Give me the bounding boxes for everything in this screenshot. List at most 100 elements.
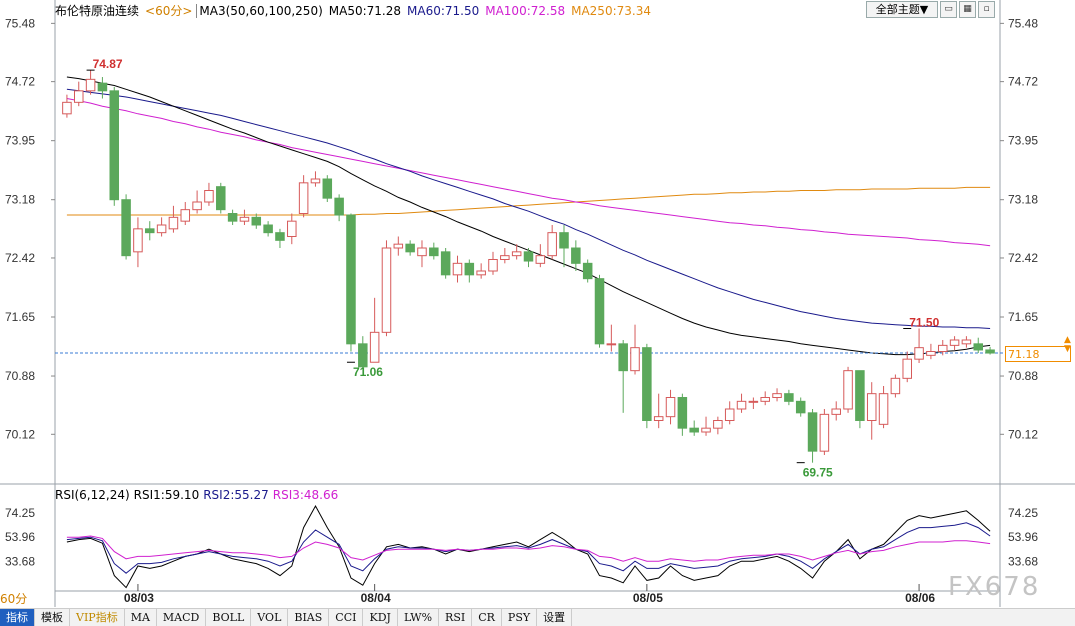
price-arrow-icon[interactable]: ▲ ▼ <box>1064 335 1071 354</box>
candle-body <box>133 228 143 253</box>
candle-body <box>358 343 368 368</box>
candle-body <box>677 397 688 429</box>
restore-button[interactable]: ▦ <box>959 1 976 18</box>
rsi-panel <box>66 504 991 589</box>
tab-lw[interactable]: LW% <box>398 609 440 626</box>
candle-body <box>724 408 735 421</box>
moving-averages <box>55 76 1070 356</box>
tab-vol[interactable]: VOL <box>251 609 289 626</box>
candle-body <box>263 224 273 234</box>
candle-body <box>334 197 344 216</box>
candle-body <box>511 251 522 257</box>
candle-body <box>772 393 782 398</box>
period-label[interactable]: <60分> <box>145 4 193 18</box>
candle-body <box>216 186 226 211</box>
x-tick-label: 08/05 <box>633 591 663 605</box>
rsi1-value: RSI1:59.10 <box>133 488 200 502</box>
tab-boll[interactable]: BOLL <box>206 609 252 626</box>
candle-body <box>204 190 214 203</box>
y-tick-right: 74.72 <box>1008 75 1038 89</box>
candle-body <box>819 413 830 452</box>
candle-body <box>582 262 593 280</box>
candle-body <box>559 232 569 249</box>
candle-body <box>381 247 392 333</box>
y-tick-left: 74.72 <box>5 75 35 89</box>
candle-body <box>369 331 380 363</box>
ma250-line <box>66 186 991 216</box>
rsi3-value: RSI3:48.66 <box>272 488 339 502</box>
candle-body <box>949 339 960 346</box>
minimize-button[interactable]: ▭ <box>940 1 957 18</box>
rsi-tick-left: 53.96 <box>5 530 35 544</box>
y-tick-left: 75.48 <box>5 16 35 30</box>
x-tick-label: 08/04 <box>361 591 391 605</box>
price-legend: 布伦特原油连续 <60分> MA3(50,60,100,250) MA50:71.28… <box>55 2 657 19</box>
candle-body <box>251 216 262 226</box>
chart-area: 75.48 75.48 74.72 74.72 73.95 73.95 73.18 73.18… <box>0 0 1075 607</box>
ma250-value: MA250:73.34 <box>571 4 651 18</box>
tab-macd[interactable]: MACD <box>157 609 207 626</box>
candle-body <box>878 393 889 425</box>
candle-body <box>807 412 818 452</box>
candle-body <box>227 213 238 222</box>
rsi-tick-right: 33.68 <box>1008 555 1038 569</box>
ma-params: MA3(50,60,100,250) <box>196 4 323 18</box>
tab-settings[interactable]: 设置 <box>537 609 573 626</box>
tab-template[interactable]: 模板 <box>35 609 70 626</box>
extreme-label: 71.06 <box>353 365 383 379</box>
tab-cci[interactable]: CCI <box>329 609 364 626</box>
tab-ma[interactable]: MA <box>125 609 157 626</box>
candle-body <box>914 347 924 360</box>
candle-body <box>429 247 439 257</box>
tab-bias[interactable]: BIAS <box>288 609 330 626</box>
candle-body <box>417 247 427 257</box>
candle-body <box>571 247 581 264</box>
candle-body <box>784 393 794 402</box>
candle-body <box>535 255 546 264</box>
candle-body <box>310 178 321 184</box>
candle-body <box>795 400 806 414</box>
candle-body <box>630 347 640 372</box>
candle-body <box>594 278 605 345</box>
tab-rsi[interactable]: RSI <box>439 609 473 626</box>
tab-kdj[interactable]: KDJ <box>363 609 398 626</box>
candle-body <box>665 397 676 418</box>
rsi-tick-left: 74.25 <box>5 506 35 520</box>
candle-body <box>547 232 557 257</box>
close-button[interactable]: ▫ <box>978 1 995 18</box>
tab-psy[interactable]: PSY <box>502 609 538 626</box>
ma60-line <box>66 88 991 329</box>
candle-body <box>606 343 617 346</box>
y-tick-right: 73.95 <box>1008 134 1038 148</box>
extreme-label: 74.87 <box>93 57 123 71</box>
candle-body <box>192 201 202 211</box>
rsi-legend: RSI(6,12,24) RSI1:59.10 RSI2:55.27 RSI3:48.… <box>55 488 342 502</box>
candle-body <box>145 228 155 234</box>
current-price-tag: 71.18 <box>1005 346 1071 362</box>
y-tick-left: 70.88 <box>5 369 35 383</box>
candle-body <box>168 216 179 230</box>
candle-body <box>405 243 415 253</box>
rsi-params: RSI(6,12,24) <box>55 488 130 502</box>
period-badge[interactable]: 60分 <box>0 590 28 607</box>
candle-body <box>961 339 972 345</box>
tab-indicator[interactable]: 指标 <box>0 609 35 626</box>
candle-body <box>890 377 901 395</box>
candle-body <box>62 101 72 115</box>
y-tick-right: 75.48 <box>1008 16 1038 30</box>
extreme-label: 71.50 <box>909 316 939 330</box>
candle-body <box>393 243 404 249</box>
rsi3-line <box>66 535 991 562</box>
tab-vip-indicator[interactable]: VIP指标 <box>70 609 125 626</box>
theme-dropdown[interactable]: 全部主题▼ <box>866 1 938 18</box>
tab-cr[interactable]: CR <box>472 609 502 626</box>
y-tick-left: 70.12 <box>5 427 35 441</box>
candle-body <box>476 270 486 276</box>
y-tick-right: 70.88 <box>1008 369 1038 383</box>
candle-body <box>760 397 770 402</box>
candle-body <box>275 232 285 241</box>
candle-body <box>642 347 652 421</box>
ma50-line <box>66 76 991 356</box>
candle-body <box>488 259 498 272</box>
candle-body <box>985 349 995 354</box>
